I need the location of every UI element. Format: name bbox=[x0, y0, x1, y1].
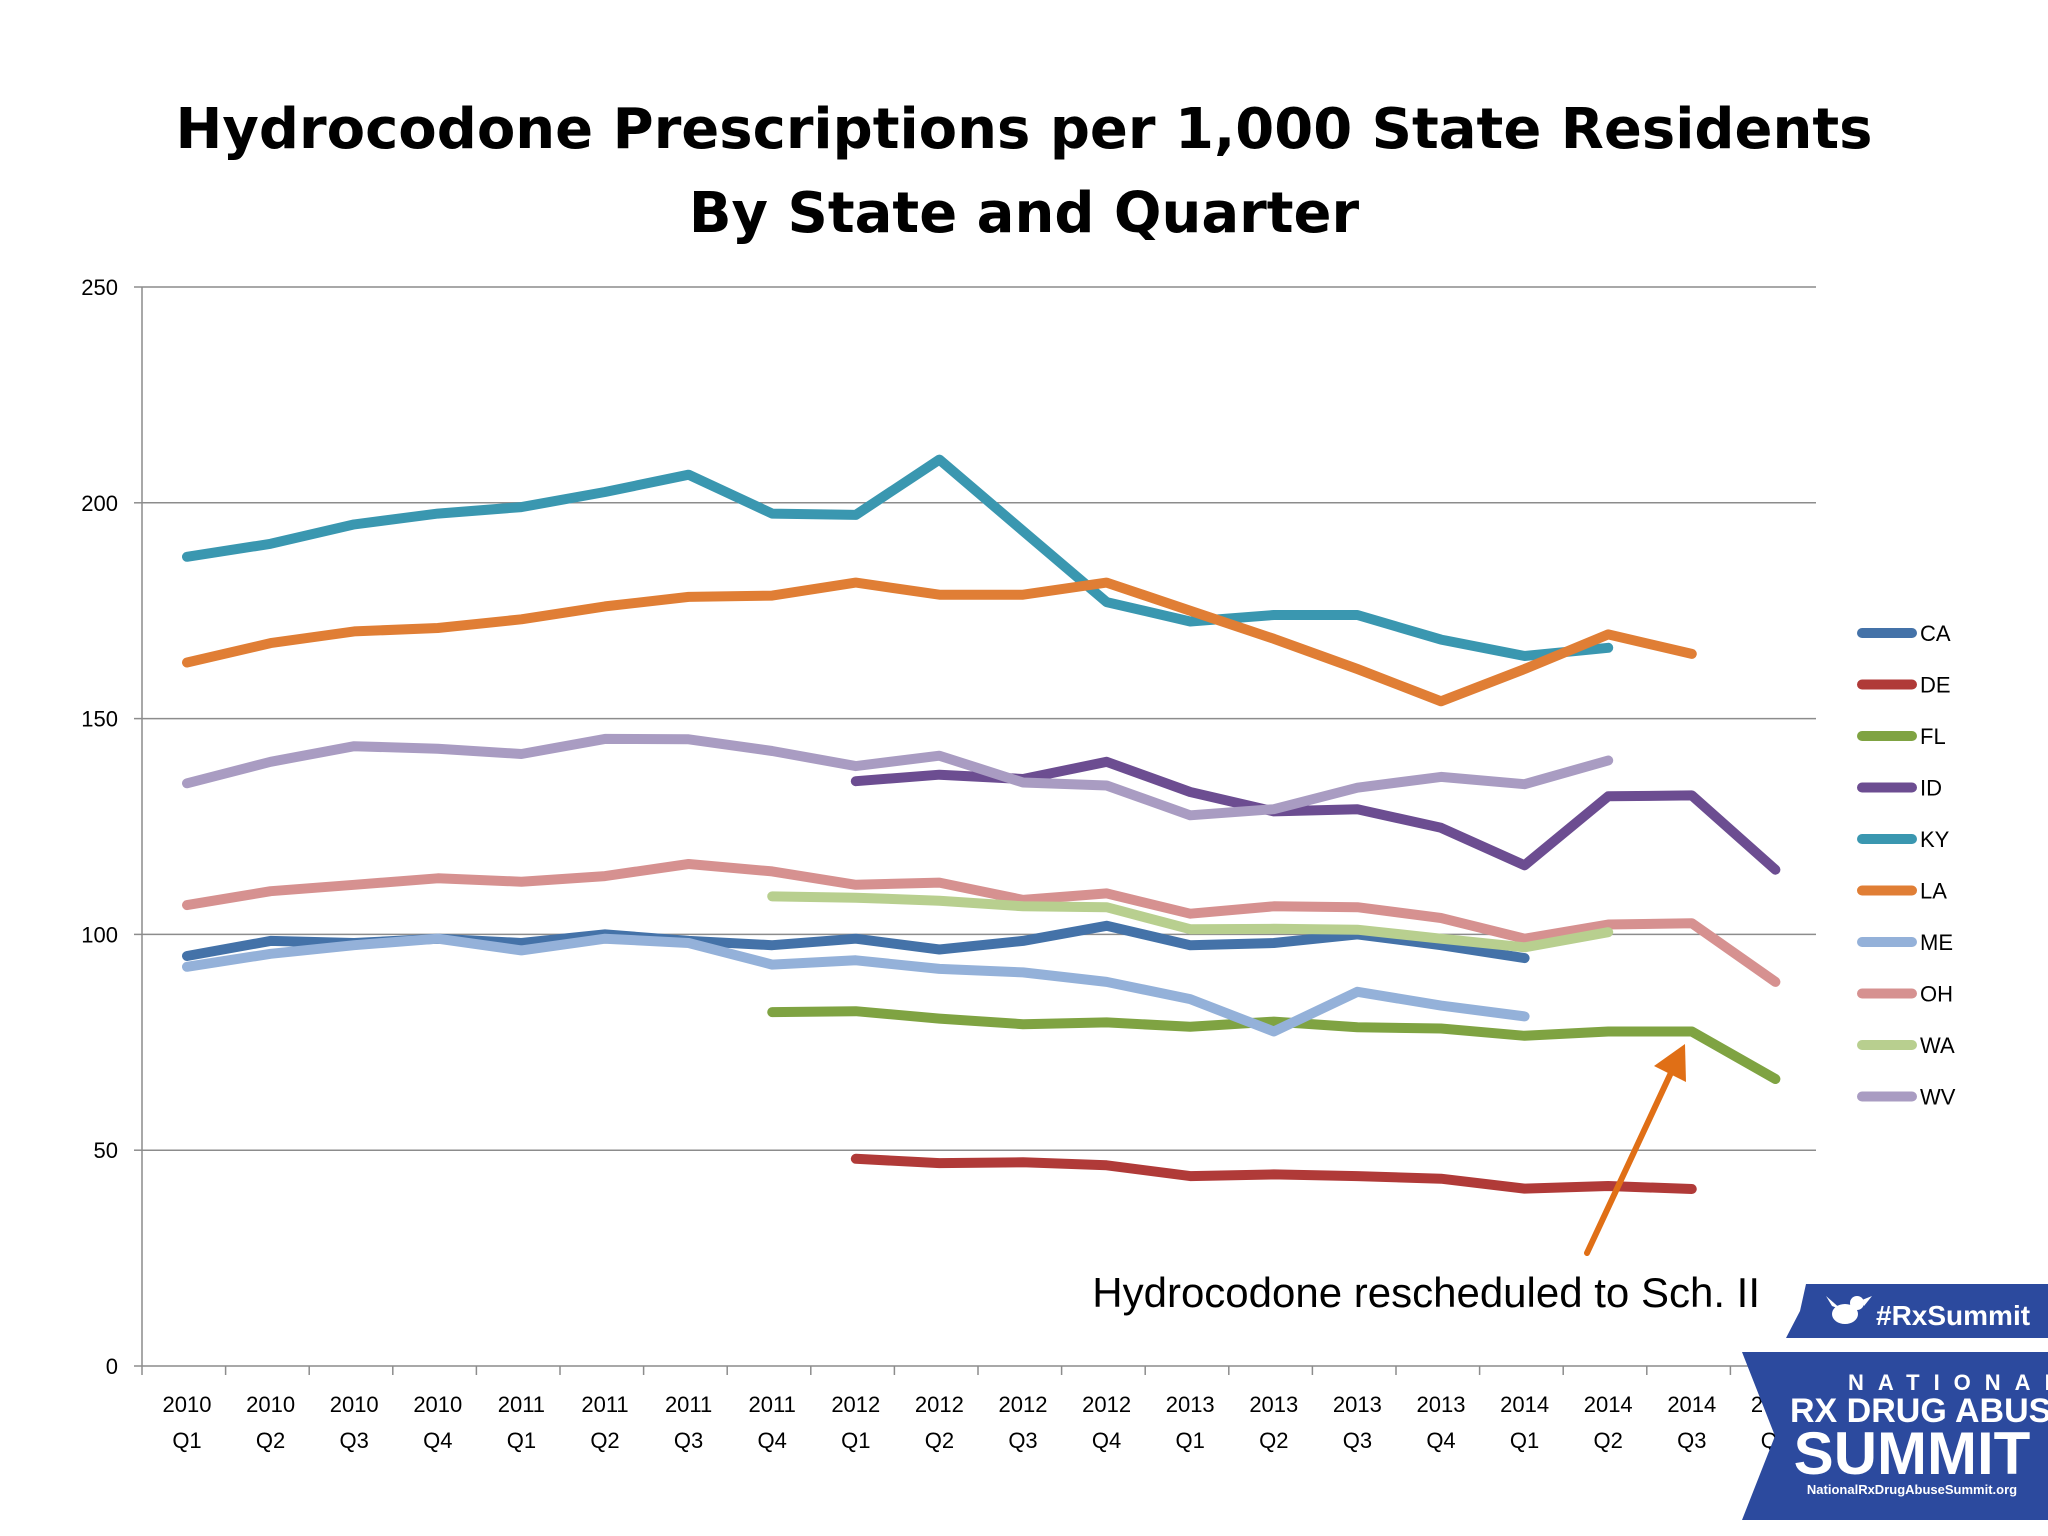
x-tick-label-year-10: 2012 bbox=[999, 1392, 1048, 1417]
x-tick-label-quarter-5: Q2 bbox=[590, 1428, 619, 1453]
x-tick-label-year-1: 2010 bbox=[246, 1392, 295, 1417]
x-tick-label-year-7: 2011 bbox=[749, 1392, 796, 1417]
legend-label-de: DE bbox=[1920, 673, 1951, 698]
chart-subtitle: By State and Quarter bbox=[689, 181, 1360, 246]
summit-banner bbox=[1742, 1352, 2048, 1520]
x-tick-label-quarter-14: Q3 bbox=[1343, 1428, 1372, 1453]
x-tick-label-year-18: 2014 bbox=[1667, 1392, 1716, 1417]
series-line-wa bbox=[767, 891, 1614, 953]
series-line-la bbox=[182, 577, 1697, 707]
hashtag-banner bbox=[1786, 1284, 2048, 1338]
x-tick-label-quarter-15: Q4 bbox=[1426, 1428, 1455, 1453]
x-tick-label-quarter-16: Q1 bbox=[1510, 1428, 1539, 1453]
x-tick-label-quarter-17: Q2 bbox=[1594, 1428, 1623, 1453]
x-tick-label-year-14: 2013 bbox=[1333, 1392, 1382, 1417]
x-tick-label-year-17: 2014 bbox=[1584, 1392, 1633, 1417]
x-tick-label-quarter-13: Q2 bbox=[1259, 1428, 1288, 1453]
legend-label-fl: FL bbox=[1920, 724, 1946, 749]
legend-label-id: ID bbox=[1920, 776, 1942, 801]
x-tick-label-quarter-18: Q3 bbox=[1677, 1428, 1706, 1453]
series-line-de bbox=[850, 1153, 1697, 1194]
logo-rx-drug-abuse-text: RX DRUG ABUSE bbox=[1790, 1392, 2048, 1430]
legend-label-ca: CA bbox=[1920, 621, 1951, 646]
x-tick-label-year-8: 2012 bbox=[831, 1392, 880, 1417]
x-tick-label-quarter-1: Q2 bbox=[256, 1428, 285, 1453]
y-tick-label-250: 250 bbox=[81, 275, 118, 300]
x-tick-label-quarter-0: Q1 bbox=[172, 1428, 201, 1453]
series-line-me bbox=[182, 933, 1530, 1037]
y-tick-label-150: 150 bbox=[81, 707, 118, 732]
x-tick-label-year-13: 2013 bbox=[1249, 1392, 1298, 1417]
x-tick-label-year-0: 2010 bbox=[163, 1392, 212, 1417]
x-tick-label-quarter-11: Q4 bbox=[1092, 1428, 1121, 1453]
x-tick-label-year-11: 2012 bbox=[1082, 1392, 1131, 1417]
x-tick-label-year-16: 2014 bbox=[1500, 1392, 1549, 1417]
x-tick-label-quarter-10: Q3 bbox=[1008, 1428, 1037, 1453]
legend-label-wa: WA bbox=[1920, 1033, 1955, 1058]
legend-label-wv: WV bbox=[1920, 1085, 1956, 1110]
x-tick-label-year-12: 2013 bbox=[1166, 1392, 1215, 1417]
annotation: Hydrocodone rescheduled to Sch. II bbox=[1092, 1044, 1760, 1316]
annotation-arrow-head bbox=[1654, 1044, 1686, 1082]
hashtag-text: #RxSummit bbox=[1876, 1300, 2030, 1331]
series-line-fl bbox=[767, 1006, 1781, 1084]
annotation-text: Hydrocodone rescheduled to Sch. II bbox=[1092, 1269, 1760, 1316]
x-tick-label-quarter-9: Q2 bbox=[925, 1428, 954, 1453]
x-tick-label-year-9: 2012 bbox=[915, 1392, 964, 1417]
y-axis-tick-labels: 0 50 100 150 200 250 bbox=[81, 275, 118, 1379]
twitter-bird-icon bbox=[1826, 1296, 1872, 1324]
x-tick-label-quarter-4: Q1 bbox=[507, 1428, 536, 1453]
x-tick-label-quarter-12: Q1 bbox=[1176, 1428, 1205, 1453]
series-line-ky bbox=[182, 454, 1614, 661]
x-tick-label-year-5: 2011 bbox=[581, 1392, 628, 1417]
x-tick-label-year-6: 2011 bbox=[665, 1392, 712, 1417]
x-tick-label-quarter-8: Q1 bbox=[841, 1428, 870, 1453]
x-tick-label-year-3: 2010 bbox=[413, 1392, 462, 1417]
legend-label-la: LA bbox=[1920, 879, 1947, 904]
series-lines bbox=[182, 454, 1781, 1194]
legend: CA DE FL ID KY LA ME OH WA WV bbox=[1857, 621, 1956, 1110]
legend-label-ky: KY bbox=[1920, 827, 1950, 852]
x-tick-label-quarter-7: Q4 bbox=[758, 1428, 787, 1453]
x-tick-label-year-4: 2011 bbox=[498, 1392, 545, 1417]
x-tick-label-quarter-2: Q3 bbox=[340, 1428, 369, 1453]
logo-national-text: NATIONAL bbox=[1848, 1370, 2048, 1395]
y-tick-label-200: 200 bbox=[81, 491, 118, 516]
y-tick-label-100: 100 bbox=[81, 922, 118, 947]
legend-label-me: ME bbox=[1920, 930, 1953, 955]
logo-url-text: NationalRxDrugAbuseSummit.org bbox=[1807, 1482, 2017, 1497]
x-tick-label-year-15: 2013 bbox=[1417, 1392, 1466, 1417]
y-tick-label-50: 50 bbox=[94, 1138, 118, 1163]
y-tick-label-0: 0 bbox=[106, 1354, 118, 1379]
series-line-oh bbox=[182, 859, 1781, 987]
legend-label-oh: OH bbox=[1920, 982, 1953, 1007]
x-axis-tick-labels: 2010 Q1 2010 Q2 2010 Q3 2010 Q4 2011 Q1 2011 Q2 2011… bbox=[163, 1392, 1800, 1453]
annotation-arrow-line bbox=[1584, 1059, 1679, 1256]
logo-summit-text: SUMMIT bbox=[1794, 1420, 2031, 1487]
rx-summit-logo: #RxSummit NATIONAL RX DRUG ABUSE SUMMIT … bbox=[1742, 1284, 2048, 1520]
x-tick-label-year-2: 2010 bbox=[330, 1392, 379, 1417]
chart-title: Hydrocodone Prescriptions per 1,000 Stat… bbox=[176, 97, 1873, 162]
series-line-wv bbox=[182, 733, 1614, 821]
axes bbox=[134, 286, 1816, 1375]
x-tick-label-quarter-6: Q3 bbox=[674, 1428, 703, 1453]
x-tick-label-quarter-3: Q4 bbox=[423, 1428, 452, 1453]
